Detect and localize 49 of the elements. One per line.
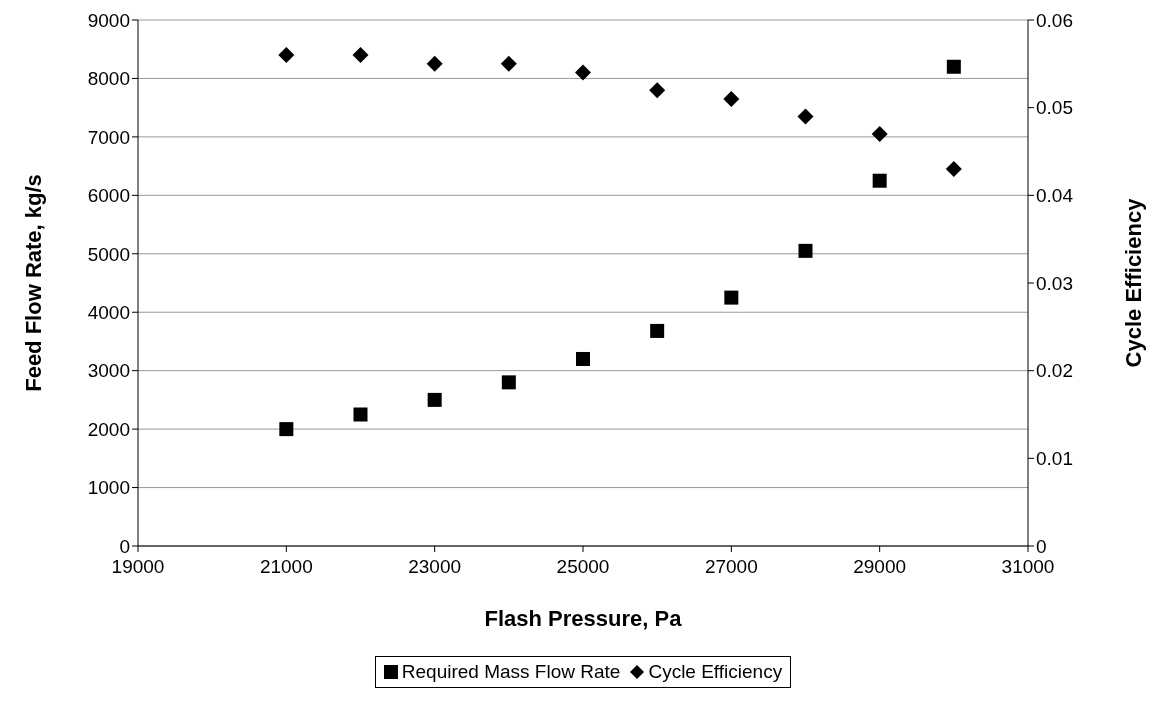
y-tick-label: 8000 (87, 68, 130, 90)
point (426, 55, 443, 72)
legend-label: Required Mass Flow Rate (400, 661, 621, 683)
point (427, 392, 442, 407)
y-tick-label: 1000 (87, 477, 130, 499)
point (352, 47, 369, 64)
point (723, 90, 740, 107)
point (724, 290, 739, 305)
y2-tick-label: 0.04 (1036, 185, 1074, 207)
y2-tick-label: 0.03 (1036, 272, 1073, 294)
x-tick-label: 21000 (259, 556, 313, 578)
y2-tick-label: 0 (1036, 535, 1047, 557)
point (575, 64, 591, 81)
x-tick-label: 19000 (111, 556, 165, 578)
y2-axis-title: Cycle Efficiency (1120, 197, 1146, 368)
point (501, 375, 516, 390)
point (353, 407, 368, 422)
y2-tick-label: 0.06 (1036, 9, 1073, 31)
point (500, 55, 517, 72)
point (576, 351, 590, 366)
point (650, 323, 665, 338)
point (945, 161, 962, 178)
y-tick-label: 5000 (87, 243, 130, 265)
point (946, 59, 961, 74)
y-tick-label: 6000 (87, 185, 130, 207)
point (798, 243, 813, 258)
y-tick-label: 0 (119, 535, 130, 557)
legend-label: Cycle Efficiency (647, 661, 783, 683)
y-tick-label: 4000 (87, 301, 130, 323)
y-tick-label: 3000 (87, 360, 130, 382)
x-tick-label: 31000 (1001, 556, 1055, 578)
x-axis-title: Flash Pressure, Pa (484, 606, 683, 631)
point (871, 125, 888, 142)
y2-tick-label: 0.01 (1036, 448, 1073, 470)
point (797, 108, 814, 125)
y2-tick-label: 0.02 (1036, 360, 1073, 382)
x-tick-label: 29000 (853, 556, 907, 578)
x-tick-label: 27000 (704, 556, 758, 578)
point (872, 173, 887, 188)
point (279, 422, 294, 437)
x-tick-label: 25000 (556, 556, 610, 578)
point (649, 82, 666, 99)
point (278, 47, 295, 64)
y-tick-label: 2000 (87, 418, 130, 440)
y-axis-title: Feed Flow Rate, kg/s (20, 174, 46, 392)
y2-tick-label: 0.05 (1036, 97, 1073, 119)
y-tick-label: 9000 (87, 9, 130, 31)
y-tick-label: 7000 (87, 126, 130, 148)
x-tick-label: 23000 (408, 556, 462, 578)
